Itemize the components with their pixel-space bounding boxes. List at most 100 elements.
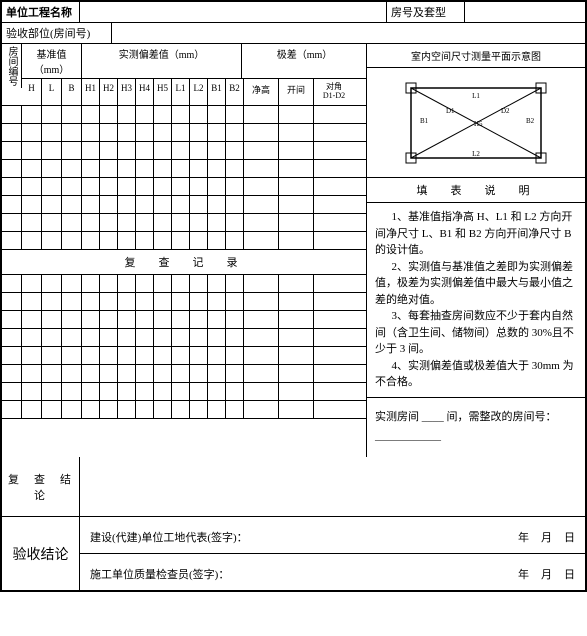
table-cell[interactable]	[226, 124, 244, 141]
table-cell[interactable]	[136, 275, 154, 292]
table-cell[interactable]	[314, 365, 354, 382]
table-cell[interactable]	[118, 160, 136, 177]
table-cell[interactable]	[100, 365, 118, 382]
table-cell[interactable]	[244, 365, 279, 382]
table-cell[interactable]	[154, 311, 172, 328]
table-cell[interactable]	[62, 383, 82, 400]
table-cell[interactable]	[190, 142, 208, 159]
table-cell[interactable]	[314, 232, 354, 249]
table-cell[interactable]	[42, 214, 62, 231]
table-cell[interactable]	[244, 401, 279, 418]
table-cell[interactable]	[2, 232, 22, 249]
table-cell[interactable]	[62, 178, 82, 195]
table-cell[interactable]	[154, 365, 172, 382]
table-cell[interactable]	[118, 275, 136, 292]
table-cell[interactable]	[279, 142, 314, 159]
table-cell[interactable]	[208, 311, 226, 328]
table-cell[interactable]	[82, 293, 100, 310]
table-cell[interactable]	[118, 124, 136, 141]
table-cell[interactable]	[279, 383, 314, 400]
table-cell[interactable]	[62, 347, 82, 364]
table-cell[interactable]	[82, 383, 100, 400]
table-cell[interactable]	[22, 142, 42, 159]
table-cell[interactable]	[82, 329, 100, 346]
table-cell[interactable]	[118, 365, 136, 382]
table-cell[interactable]	[42, 383, 62, 400]
table-cell[interactable]	[244, 329, 279, 346]
table-cell[interactable]	[22, 124, 42, 141]
table-cell[interactable]	[190, 329, 208, 346]
table-cell[interactable]	[190, 214, 208, 231]
table-cell[interactable]	[118, 178, 136, 195]
table-cell[interactable]	[82, 124, 100, 141]
table-cell[interactable]	[279, 275, 314, 292]
table-cell[interactable]	[136, 347, 154, 364]
table-cell[interactable]	[279, 178, 314, 195]
table-cell[interactable]	[226, 401, 244, 418]
table-cell[interactable]	[2, 160, 22, 177]
table-cell[interactable]	[154, 160, 172, 177]
table-cell[interactable]	[2, 383, 22, 400]
table-cell[interactable]	[100, 329, 118, 346]
table-cell[interactable]	[226, 329, 244, 346]
table-cell[interactable]	[22, 293, 42, 310]
table-cell[interactable]	[136, 401, 154, 418]
table-cell[interactable]	[118, 347, 136, 364]
table-cell[interactable]	[82, 275, 100, 292]
table-cell[interactable]	[279, 124, 314, 141]
table-cell[interactable]	[208, 275, 226, 292]
table-cell[interactable]	[314, 275, 354, 292]
table-cell[interactable]	[172, 232, 190, 249]
table-cell[interactable]	[314, 160, 354, 177]
table-cell[interactable]	[226, 311, 244, 328]
table-cell[interactable]	[244, 196, 279, 213]
table-cell[interactable]	[118, 311, 136, 328]
table-cell[interactable]	[2, 329, 22, 346]
table-cell[interactable]	[22, 311, 42, 328]
table-cell[interactable]	[82, 347, 100, 364]
table-cell[interactable]	[2, 106, 22, 123]
table-cell[interactable]	[118, 401, 136, 418]
table-cell[interactable]	[82, 365, 100, 382]
table-cell[interactable]	[172, 293, 190, 310]
table-cell[interactable]	[22, 178, 42, 195]
table-cell[interactable]	[208, 178, 226, 195]
table-cell[interactable]	[22, 214, 42, 231]
table-cell[interactable]	[42, 347, 62, 364]
table-cell[interactable]	[42, 275, 62, 292]
table-cell[interactable]	[172, 275, 190, 292]
table-cell[interactable]	[100, 142, 118, 159]
table-cell[interactable]	[42, 365, 62, 382]
table-cell[interactable]	[100, 293, 118, 310]
table-cell[interactable]	[314, 383, 354, 400]
table-cell[interactable]	[190, 275, 208, 292]
table-cell[interactable]	[136, 329, 154, 346]
table-cell[interactable]	[22, 232, 42, 249]
table-cell[interactable]	[208, 347, 226, 364]
table-cell[interactable]	[136, 124, 154, 141]
table-cell[interactable]	[208, 196, 226, 213]
table-cell[interactable]	[226, 178, 244, 195]
table-cell[interactable]	[226, 275, 244, 292]
table-cell[interactable]	[62, 232, 82, 249]
table-cell[interactable]	[118, 293, 136, 310]
table-cell[interactable]	[62, 124, 82, 141]
table-cell[interactable]	[190, 311, 208, 328]
table-cell[interactable]	[244, 383, 279, 400]
table-cell[interactable]	[62, 275, 82, 292]
table-cell[interactable]	[2, 124, 22, 141]
table-cell[interactable]	[190, 383, 208, 400]
table-cell[interactable]	[172, 106, 190, 123]
table-cell[interactable]	[100, 401, 118, 418]
table-cell[interactable]	[62, 196, 82, 213]
table-cell[interactable]	[136, 196, 154, 213]
table-cell[interactable]	[226, 293, 244, 310]
table-cell[interactable]	[136, 232, 154, 249]
table-cell[interactable]	[172, 160, 190, 177]
table-cell[interactable]	[100, 214, 118, 231]
table-cell[interactable]	[172, 142, 190, 159]
table-cell[interactable]	[118, 383, 136, 400]
table-cell[interactable]	[279, 401, 314, 418]
table-cell[interactable]	[22, 106, 42, 123]
room-type-value[interactable]	[465, 2, 585, 22]
